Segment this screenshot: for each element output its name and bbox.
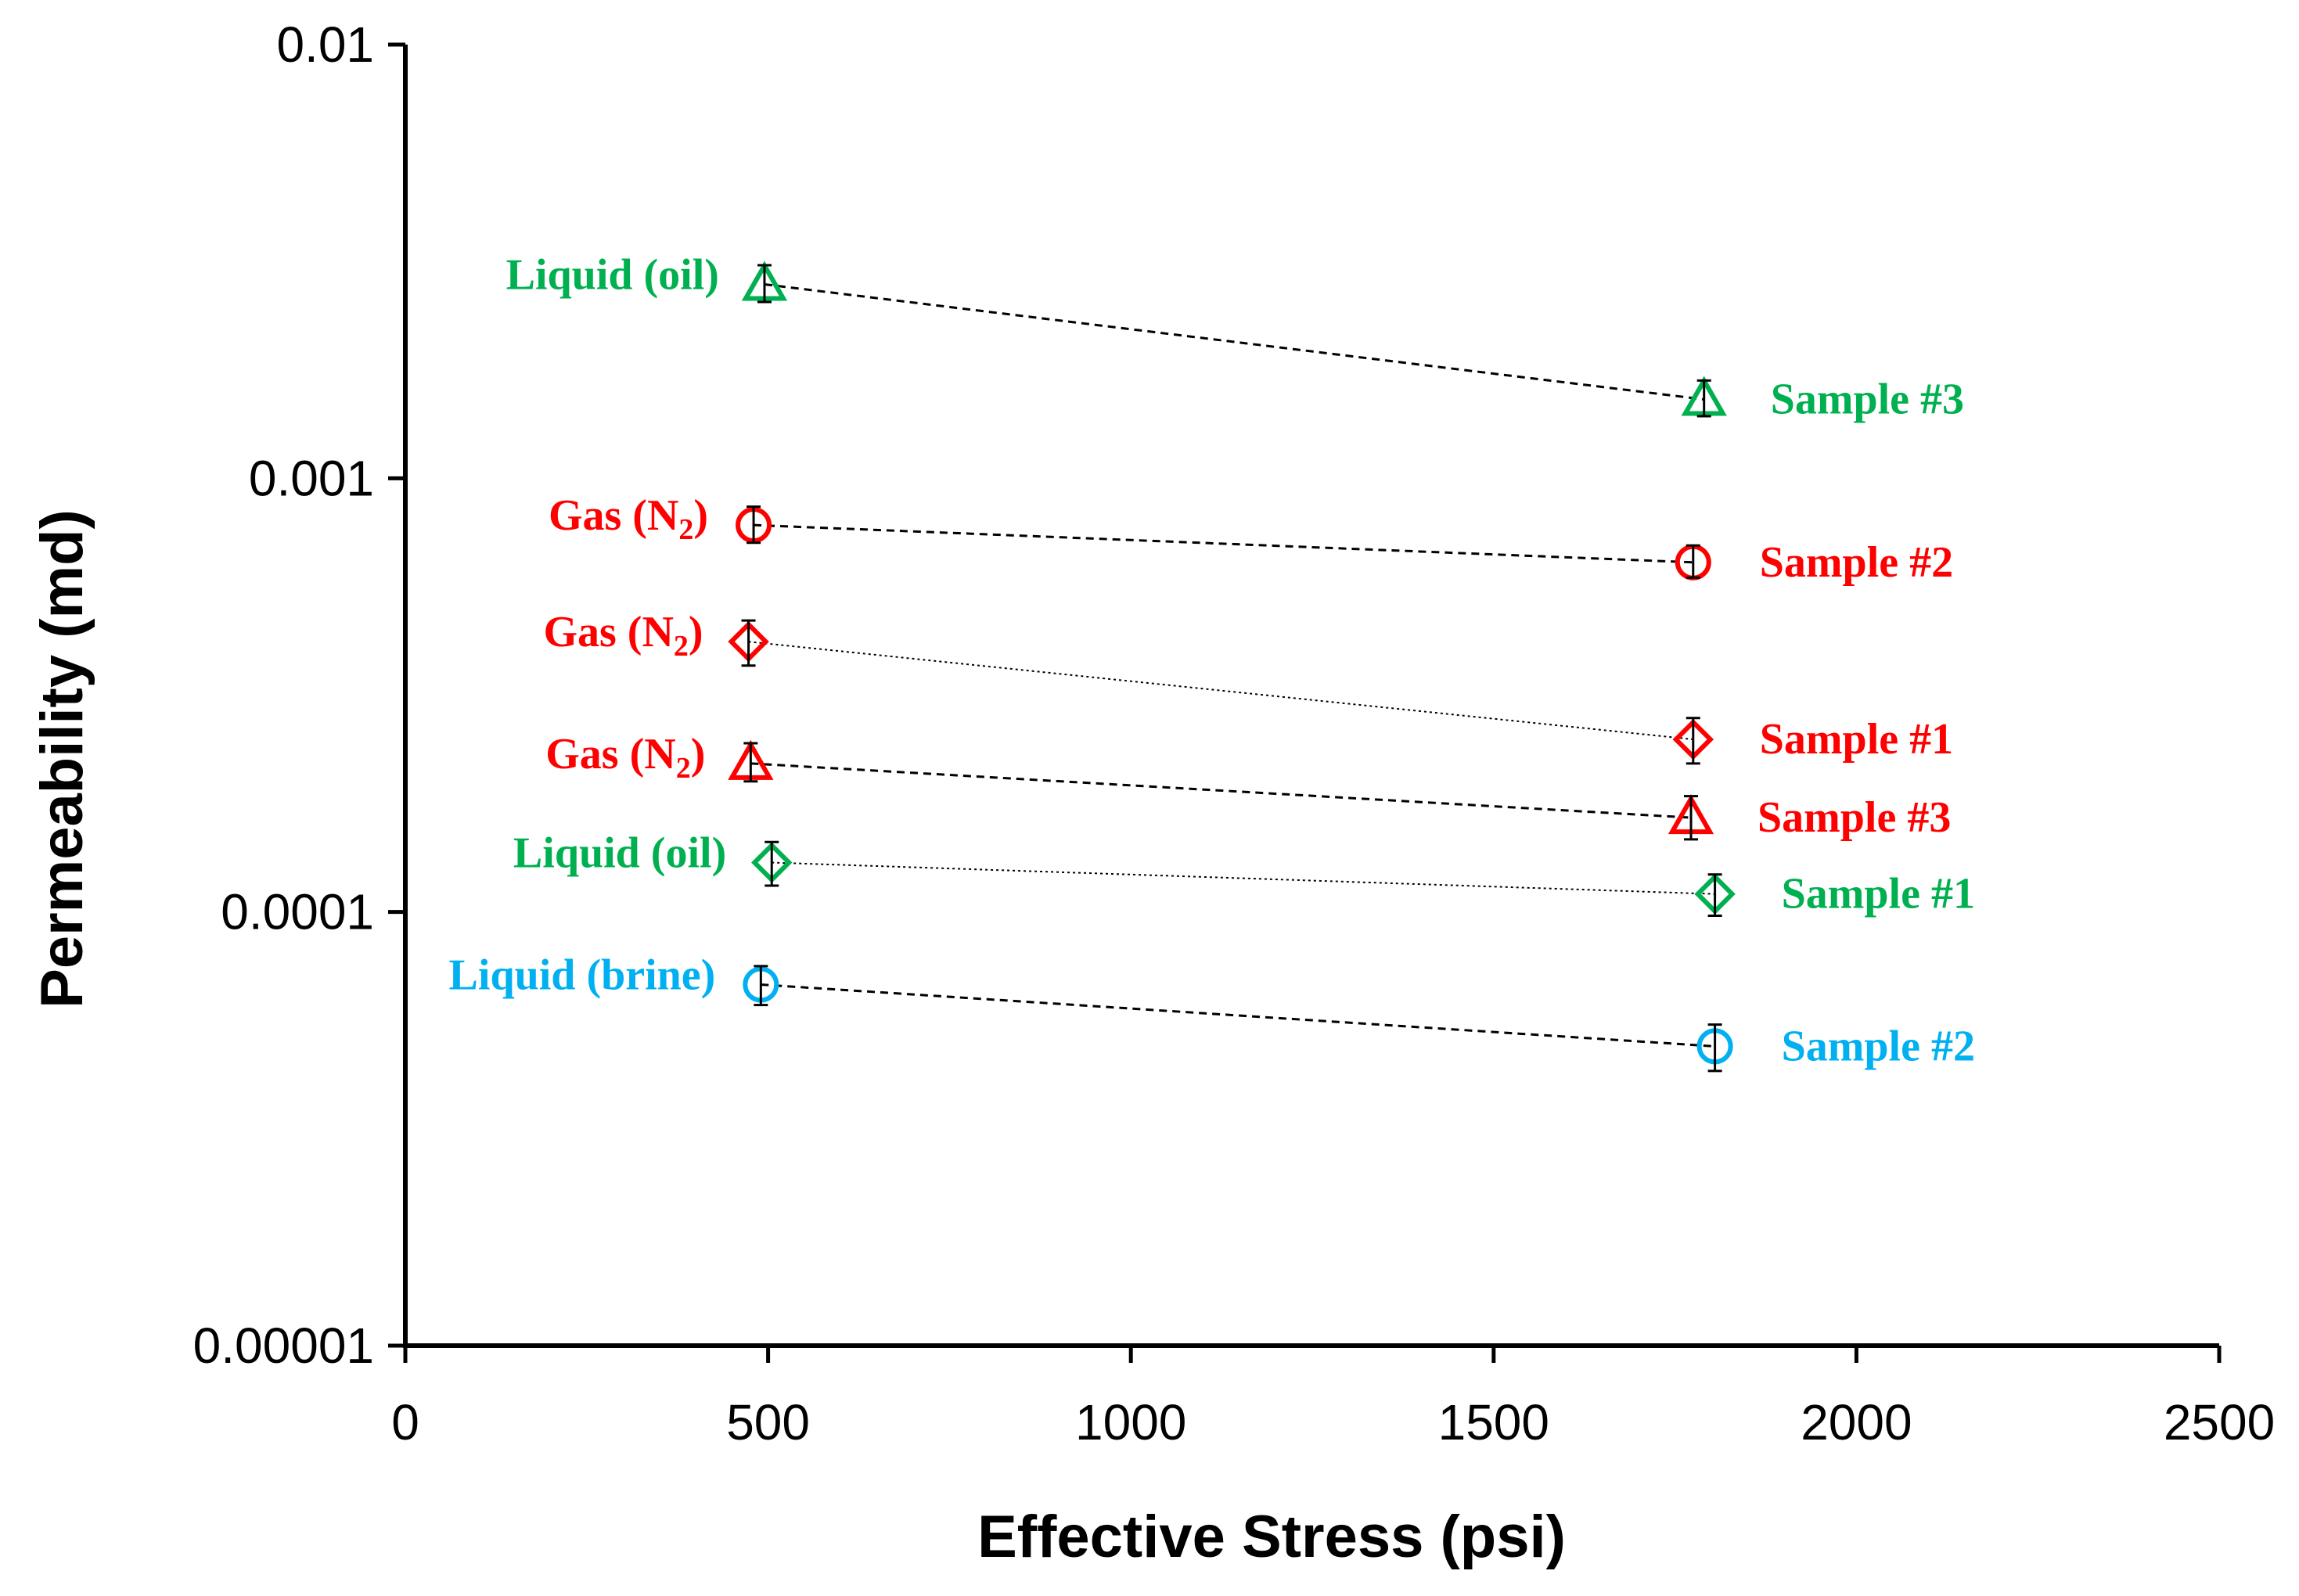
y-tick-label: 0.00001	[193, 1317, 374, 1374]
left-label: Liquid (brine)	[449, 951, 716, 1000]
right-label: Sample #1	[1782, 870, 1975, 918]
x-tick-label: 1500	[1438, 1394, 1549, 1450]
axes: 0 500 1000 1500 2000 2500 0.01 0.001 0.0001 0.000…	[193, 16, 2276, 1450]
right-label: Sample #2	[1782, 1022, 1975, 1070]
right-label: Sample #3	[1758, 793, 1951, 842]
series-connector-line	[772, 861, 1715, 895]
left-label: Gas (N2)	[549, 491, 708, 546]
x-tick-label: 0	[391, 1394, 419, 1450]
left-label: Liquid (oil)	[506, 250, 719, 299]
y-axis-title: Permeability (md)	[29, 509, 95, 1008]
series-connector-line	[764, 282, 1704, 401]
annotation-layer: Liquid (oil) Sample #3 Gas (N2) Sample #2 Ga…	[449, 250, 1975, 1070]
x-axis-title: Effective Stress (psi)	[977, 1504, 1566, 1570]
x-tick-label: 1000	[1075, 1394, 1186, 1450]
series-layer	[728, 261, 1736, 1073]
series-1	[741, 261, 1727, 418]
x-tick-label: 2500	[2164, 1394, 2275, 1450]
left-label: Gas (N2)	[545, 730, 705, 785]
left-label: Liquid (oil)	[513, 829, 726, 878]
series-connector-line	[750, 762, 1692, 819]
series-connector-line	[753, 523, 1693, 564]
series-5	[750, 840, 1736, 918]
right-label: Sample #2	[1760, 538, 1953, 587]
series-4	[728, 739, 1714, 841]
left-label: Gas (N2)	[543, 608, 703, 663]
y-tick-label: 0.0001	[221, 884, 374, 940]
x-tick-label: 2000	[1801, 1394, 1912, 1450]
series-connector-line	[761, 983, 1715, 1048]
y-tick-label: 0.001	[249, 450, 374, 506]
series-2	[736, 505, 1711, 581]
x-tick-label: 500	[726, 1394, 810, 1450]
y-tick-label: 0.01	[276, 16, 374, 73]
right-label: Sample #1	[1760, 715, 1953, 764]
right-label: Sample #3	[1771, 376, 1964, 424]
series-6	[743, 965, 1733, 1073]
series-3	[728, 619, 1714, 765]
series-connector-line	[748, 641, 1693, 741]
